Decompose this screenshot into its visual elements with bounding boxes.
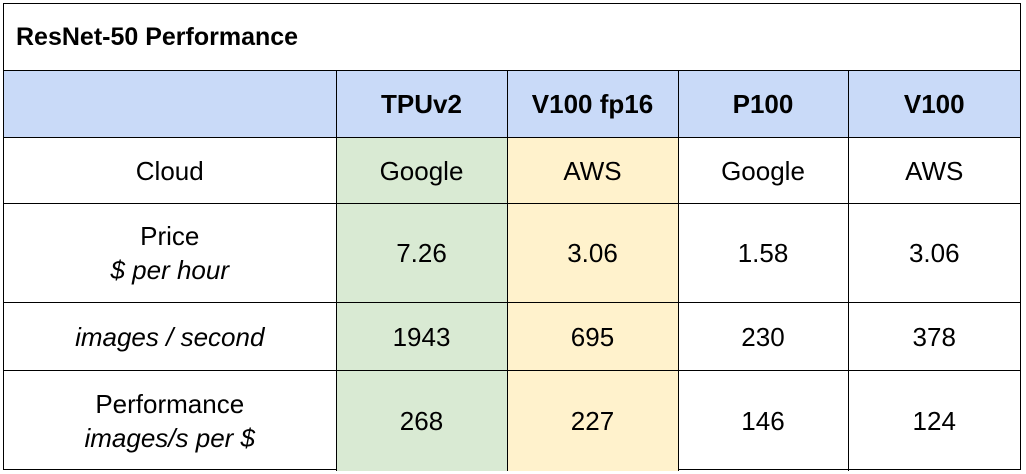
table-cell: 695 <box>506 302 679 371</box>
table-card: ResNet-50 Performance TPUv2 V100 fp16 P100… <box>3 3 1021 471</box>
table-row: Price $ per hour 7.26 3.06 1.58 3.06 <box>4 203 1020 303</box>
table-cell: 3.06 <box>847 203 1020 303</box>
row-header: Price $ per hour <box>4 203 337 303</box>
table-cell: 378 <box>847 302 1020 371</box>
row-label: Price <box>140 221 200 251</box>
table-body: Cloud Google AWS Google AWS Price $ per hour 7.… <box>4 137 1020 471</box>
table-cell: AWS <box>847 137 1020 204</box>
table-cell: 268 <box>335 370 508 471</box>
row-unit: $ per hour <box>110 255 230 285</box>
table-cell: 3.06 <box>506 203 679 303</box>
table-title: ResNet-50 Performance <box>4 4 1020 71</box>
table-cell: 124 <box>847 370 1020 471</box>
row-label: Cloud <box>135 155 204 186</box>
row-unit: images / second <box>75 321 265 352</box>
row-header: Performance images/s per $ <box>4 370 337 471</box>
column-header: V100 <box>847 71 1020 138</box>
table-cell: Google <box>677 137 849 204</box>
header-row: TPUv2 V100 fp16 P100 V100 <box>4 71 1020 138</box>
row-header: images / second <box>4 302 337 371</box>
table-cell: Google <box>335 137 508 204</box>
row-label: Performance <box>95 388 245 419</box>
table-row: Performance images/s per $268 227 146 124 <box>4 370 1020 471</box>
table-cell: 230 <box>677 302 849 371</box>
table-cell: 1943 <box>335 302 508 371</box>
table-cell: AWS <box>506 137 679 204</box>
table-cell: 7.26 <box>335 203 508 303</box>
table-row: Cloud Google AWS Google AWS <box>4 137 1020 204</box>
table-cell: 146 <box>677 370 849 471</box>
table: TPUv2 V100 fp16 P100 V100 Cloud Google AWS Goo… <box>4 71 1020 471</box>
column-header: V100 fp16 <box>506 71 679 138</box>
column-header: P100 <box>677 71 849 138</box>
row-unit: images/s per $ <box>84 422 256 453</box>
table-cell: 227 <box>506 370 679 471</box>
row-header: Cloud <box>4 137 337 204</box>
header-corner <box>4 71 337 138</box>
table-cell: 1.58 <box>677 203 849 303</box>
column-header: TPUv2 <box>335 71 508 138</box>
table-row: images / second 1943 695 230 378 <box>4 302 1020 371</box>
